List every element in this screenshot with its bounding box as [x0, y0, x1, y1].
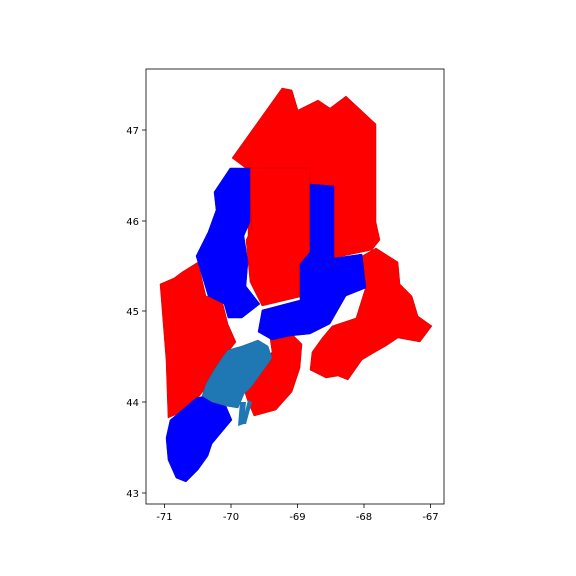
region-blue-penobscot [257, 183, 367, 341]
y-tick-label: 46 [126, 217, 139, 228]
x-tick-label: -70 [223, 512, 239, 523]
region-steelblue-island-2 [242, 400, 252, 424]
x-tick-label: -69 [289, 512, 305, 523]
y-tick-label: 47 [126, 126, 139, 137]
x-tick-label: -71 [156, 512, 172, 523]
x-axis: -71 -70 -69 -68 -67 [156, 504, 439, 523]
region-steelblue-center [201, 339, 273, 409]
region-red-west [159, 261, 237, 419]
y-axis: 43 44 45 46 47 [126, 126, 146, 500]
x-tick-label: -68 [356, 512, 372, 523]
x-tick-label: -67 [422, 512, 438, 523]
region-red-east [309, 247, 433, 381]
map-regions [159, 87, 433, 483]
y-tick-label: 45 [126, 307, 139, 318]
region-blue-northwest [195, 167, 261, 319]
y-tick-label: 44 [126, 398, 139, 409]
plot-frame [145, 68, 445, 505]
y-tick-label: 43 [126, 489, 139, 500]
